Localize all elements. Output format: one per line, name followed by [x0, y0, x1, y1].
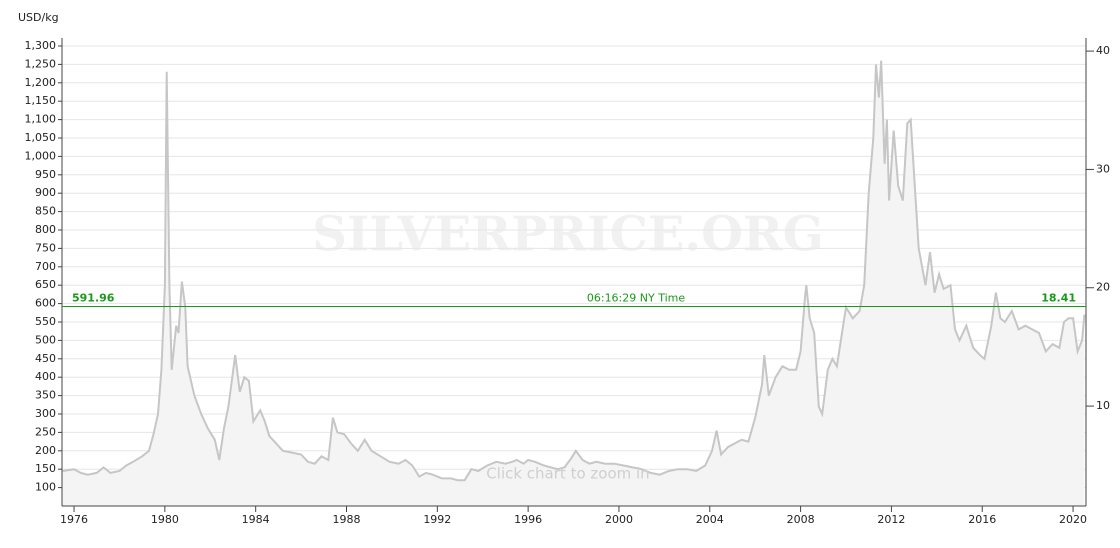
x-tick-label: 2012: [877, 513, 905, 526]
y-tick-label: 300: [35, 407, 56, 420]
y-tick-label: 600: [35, 297, 56, 310]
y-tick-label: 200: [35, 444, 56, 457]
y-tick-label: 1,050: [25, 131, 57, 144]
x-tick-label: 2004: [696, 513, 724, 526]
y2-tick-label: 40: [1096, 44, 1110, 57]
y-tick-label: 350: [35, 389, 56, 402]
y-tick-label: 1,150: [25, 94, 57, 107]
y-tick-label: 1,000: [25, 149, 57, 162]
y-tick-label: 1,250: [25, 57, 57, 70]
y-tick-label: 700: [35, 260, 56, 273]
y-tick-label: 1,100: [25, 113, 57, 126]
y-tick-label: 650: [35, 278, 56, 291]
x-tick-label: 2008: [787, 513, 815, 526]
current-time: 06:16:29 NY Time: [587, 292, 685, 305]
y-tick-label: 550: [35, 315, 56, 328]
x-tick-label: 2000: [605, 513, 633, 526]
y2-tick-label: 10: [1096, 399, 1110, 412]
y-axis-label: USD/kg: [18, 11, 59, 24]
zoom-hint: Click chart to zoom in: [486, 465, 649, 483]
current-price-oz-label: 18.41: [1041, 292, 1076, 305]
x-tick-label: 1976: [60, 513, 88, 526]
x-tick-label: 1992: [423, 513, 451, 526]
line: [62, 60, 1086, 482]
current-price-label: 591.96: [72, 292, 115, 305]
y-tick-label: 450: [35, 352, 56, 365]
y-tick-label: 850: [35, 205, 56, 218]
y-tick-label: 400: [35, 370, 56, 383]
y-tick-label: 800: [35, 223, 56, 236]
y-tick-label: 250: [35, 425, 56, 438]
y2-tick-label: 20: [1096, 281, 1110, 294]
y-tick-label: 150: [35, 462, 56, 475]
y-tick-label: 900: [35, 186, 56, 199]
x-tick-label: 1996: [514, 513, 542, 526]
y-tick-label: 950: [35, 168, 56, 181]
x-tick-label: 1980: [151, 513, 179, 526]
y-tick-label: 500: [35, 333, 56, 346]
y2-tick-label: 30: [1096, 162, 1110, 175]
y-tick-label: 1,300: [25, 39, 57, 52]
y-tick-label: 100: [35, 481, 56, 494]
area: [62, 60, 1085, 506]
y-tick-label: 750: [35, 241, 56, 254]
y-tick-label: 1,200: [25, 76, 57, 89]
watermark: SILVERPRICE.ORG: [312, 207, 824, 263]
x-tick-label: 1988: [332, 513, 360, 526]
x-tick-label: 2016: [968, 513, 996, 526]
x-tick-label: 2020: [1059, 513, 1087, 526]
x-tick-label: 1984: [242, 513, 270, 526]
